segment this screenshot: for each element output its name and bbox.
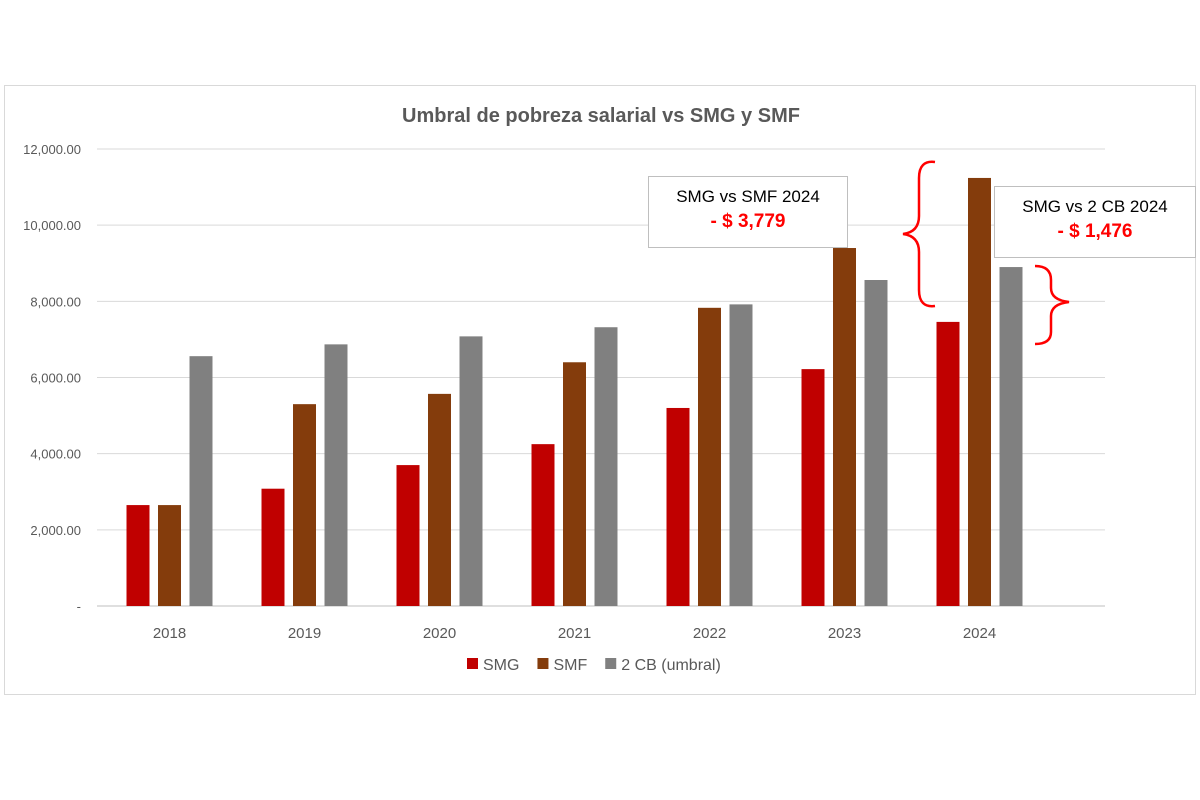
legend-label: SMF <box>553 657 587 674</box>
annotation-smg-vs-2cb-title: SMG vs 2 CB 2024 <box>1022 197 1168 216</box>
bar-smg-2019 <box>261 488 285 606</box>
bar-2-cb-umbral-2022 <box>729 304 753 606</box>
x-tick-label: 2019 <box>288 625 321 642</box>
y-tick-label: 12,000.00 <box>23 142 81 157</box>
annotation-smg-vs-2cb-value: - $ 1,476 <box>1057 221 1133 242</box>
x-tick-label: 2021 <box>558 625 591 642</box>
legend-label: 2 CB (umbral) <box>621 657 721 674</box>
annotation-smg-vs-smf: SMG vs SMF 2024 - $ 3,779 <box>648 176 848 248</box>
y-axis-ticks: - 2,000.00 4,000.00 6,000.00 8,000.00 10,000.… <box>23 142 81 614</box>
bar-smg-2021 <box>531 444 555 606</box>
bar-smg-2024 <box>936 321 960 606</box>
y-tick-label: 10,000.00 <box>23 218 81 233</box>
bar-2-cb-umbral-2021 <box>594 327 618 606</box>
bar-smf-2021 <box>563 362 586 606</box>
x-tick-label: 2022 <box>693 625 726 642</box>
y-tick-label: 4,000.00 <box>30 447 81 462</box>
bar-2-cb-umbral-2019 <box>324 344 348 606</box>
annotation-smg-vs-smf-title: SMG vs SMF 2024 <box>676 187 820 206</box>
x-tick-label: 2024 <box>963 625 996 642</box>
bar-2-cb-umbral-2023 <box>864 280 888 606</box>
legend-label: SMG <box>483 657 519 674</box>
bar-smf-2020 <box>428 393 451 606</box>
bar-smf-2022 <box>698 307 721 606</box>
bar-2-cb-umbral-2018 <box>189 356 213 606</box>
bar-smf-2023 <box>833 248 856 606</box>
bar-smf-2024 <box>968 177 991 606</box>
legend-swatch <box>467 658 478 669</box>
x-tick-label: 2023 <box>828 625 861 642</box>
annotation-smg-vs-2cb: SMG vs 2 CB 2024 - $ 1,476 <box>994 186 1196 258</box>
x-axis-ticks: 2018 2019 2020 2021 2022 2023 2024 <box>153 625 996 642</box>
bar-smf-2018 <box>158 505 181 606</box>
bar-2-cb-umbral-2020 <box>459 336 483 606</box>
bars <box>126 177 1023 606</box>
legend-swatch <box>605 658 617 669</box>
y-tick-label: - <box>77 599 81 614</box>
x-tick-label: 2018 <box>153 625 186 642</box>
annotation-smg-vs-smf-value: - $ 3,779 <box>710 211 786 232</box>
y-tick-label: 6,000.00 <box>30 371 81 386</box>
y-tick-label: 2,000.00 <box>30 523 81 538</box>
bar-2-cb-umbral-2024 <box>999 267 1023 606</box>
chart-frame: Umbral de pobreza salarial vs SMG y SMF … <box>4 85 1196 695</box>
bar-smg-2020 <box>396 465 420 606</box>
y-tick-label: 8,000.00 <box>30 294 81 309</box>
bar-smg-2023 <box>801 369 825 606</box>
bar-smg-2022 <box>666 407 690 606</box>
brace-smg-vs-smf <box>902 160 936 308</box>
chart-title: Umbral de pobreza salarial vs SMG y SMF <box>402 105 800 127</box>
legend: SMG SMF 2 CB (umbral) <box>467 657 721 674</box>
brace-smg-vs-2cb <box>1034 264 1070 346</box>
bar-smf-2019 <box>293 404 316 606</box>
legend-swatch <box>537 658 549 669</box>
annotation-braces <box>902 160 1070 346</box>
x-tick-label: 2020 <box>423 625 456 642</box>
bar-smg-2018 <box>126 505 150 606</box>
bar-chart: Umbral de pobreza salarial vs SMG y SMF … <box>23 105 1105 674</box>
